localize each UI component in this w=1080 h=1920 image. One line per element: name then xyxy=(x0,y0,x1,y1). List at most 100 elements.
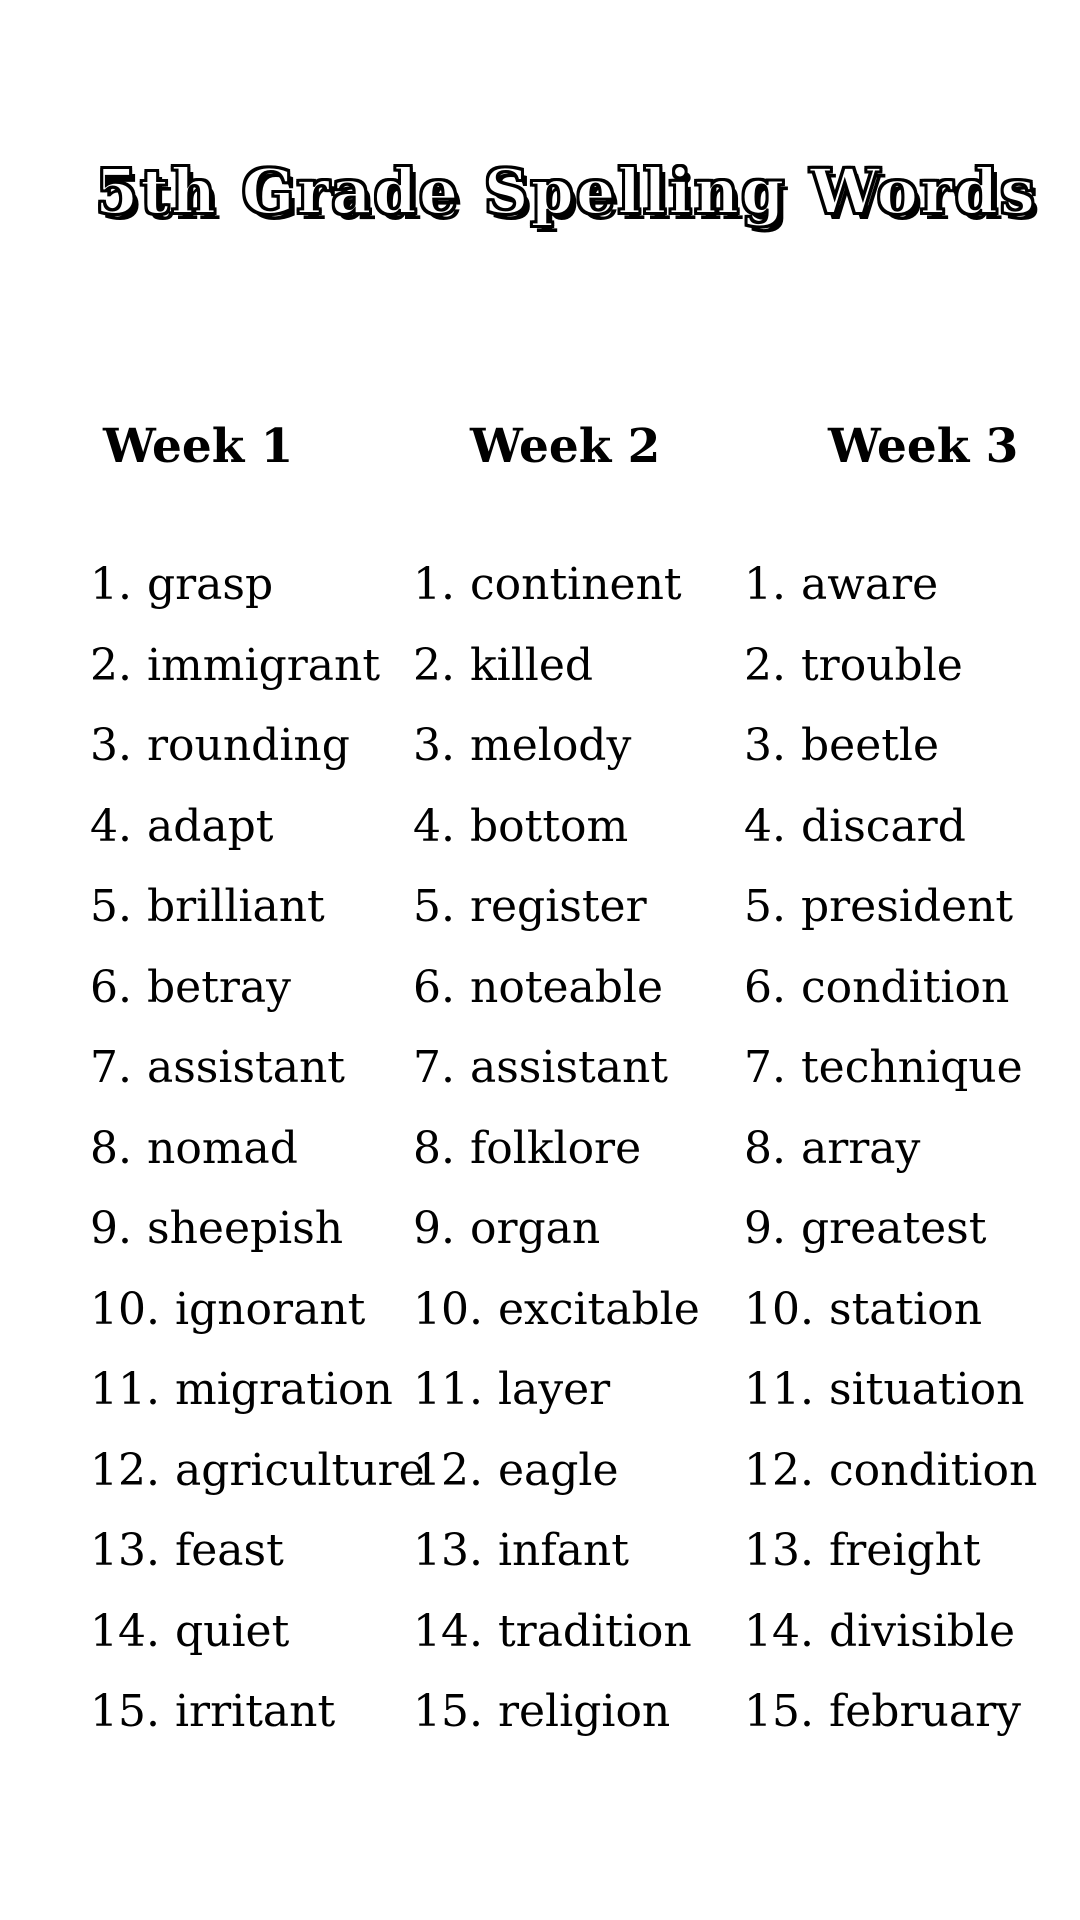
word-item: 1. continent xyxy=(413,545,700,626)
word-text: assistant xyxy=(146,1042,345,1093)
word-text: killed xyxy=(469,639,594,691)
word-item: 5. register xyxy=(413,867,700,948)
word-item: 5. brilliant xyxy=(90,867,425,948)
week-2-word-list: 1. continent 2. killed 3. melody 4. bottom 5. reg… xyxy=(413,545,700,1753)
word-item: 10. ignorant xyxy=(90,1270,425,1351)
word-item: 14. tradition xyxy=(413,1592,700,1673)
page-title: 5th Grade Spelling Words xyxy=(94,155,1037,228)
word-text: assistant xyxy=(469,1042,668,1093)
word-item: 3. melody xyxy=(413,706,700,787)
word-item: 11. migration xyxy=(90,1350,425,1431)
word-number: 6. xyxy=(413,961,455,1013)
word-item: 12. condition xyxy=(744,1431,1037,1512)
word-number: 11. xyxy=(744,1364,814,1415)
word-number: 9. xyxy=(90,1203,132,1254)
week-column-2: Week 2 1. continent 2. killed 3. melody 4. bott… xyxy=(413,420,700,1753)
word-number: 15. xyxy=(744,1686,814,1737)
word-number: 5. xyxy=(90,881,132,932)
word-item: 15. irritant xyxy=(90,1672,425,1753)
word-number: 10. xyxy=(413,1283,483,1335)
word-item: 7. assistant xyxy=(413,1028,700,1109)
word-number: 8. xyxy=(90,1122,132,1174)
word-number: 6. xyxy=(744,961,786,1013)
word-item: 11. layer xyxy=(413,1350,700,1431)
word-number: 4. xyxy=(413,800,455,852)
word-item: 6. noteable xyxy=(413,948,700,1029)
word-number: 6. xyxy=(90,961,132,1013)
word-item: 1. grasp xyxy=(90,545,425,626)
word-text: organ xyxy=(469,1203,601,1254)
word-text: february xyxy=(828,1686,1021,1737)
word-text: brilliant xyxy=(146,881,325,932)
week-column-3: Week 3 1. aware 2. trouble 3. beetle 4. discard… xyxy=(744,420,1037,1753)
word-item: 6. betray xyxy=(90,948,425,1029)
word-item: 13. feast xyxy=(90,1511,425,1592)
word-text: aware xyxy=(800,559,939,610)
word-item: 2. immigrant xyxy=(90,626,425,707)
word-number: 10. xyxy=(90,1283,160,1335)
word-text: irritant xyxy=(174,1686,336,1737)
word-text: agriculture xyxy=(174,1444,425,1496)
word-number: 1. xyxy=(413,559,455,610)
word-text: situation xyxy=(828,1364,1025,1415)
word-number: 14. xyxy=(413,1605,483,1657)
word-text: bottom xyxy=(469,800,629,852)
word-item: 6. condition xyxy=(744,948,1037,1029)
word-item: 9. organ xyxy=(413,1189,700,1270)
word-text: register xyxy=(469,881,647,932)
word-item: 15. february xyxy=(744,1672,1037,1753)
word-item: 11. situation xyxy=(744,1350,1037,1431)
word-text: feast xyxy=(174,1525,284,1576)
word-number: 13. xyxy=(744,1525,814,1576)
word-number: 4. xyxy=(90,800,132,852)
word-item: 14. divisible xyxy=(744,1592,1037,1673)
word-item: 4. discard xyxy=(744,787,1037,868)
word-number: 12. xyxy=(744,1444,814,1496)
word-number: 8. xyxy=(744,1122,786,1174)
word-item: 4. bottom xyxy=(413,787,700,868)
word-item: 7. technique xyxy=(744,1028,1037,1109)
word-number: 11. xyxy=(413,1364,483,1415)
word-number: 7. xyxy=(90,1042,132,1093)
word-text: excitable xyxy=(497,1283,700,1335)
word-item: 8. array xyxy=(744,1109,1037,1190)
word-text: folklore xyxy=(469,1122,642,1174)
word-number: 5. xyxy=(413,881,455,932)
word-item: 13. infant xyxy=(413,1511,700,1592)
word-item: 8. folklore xyxy=(413,1109,700,1190)
word-number: 12. xyxy=(413,1444,483,1496)
word-number: 8. xyxy=(413,1122,455,1174)
word-text: nomad xyxy=(146,1122,298,1174)
word-item: 3. beetle xyxy=(744,706,1037,787)
word-item: 5. president xyxy=(744,867,1037,948)
word-item: 10. station xyxy=(744,1270,1037,1351)
word-text: freight xyxy=(828,1525,981,1576)
word-text: infant xyxy=(497,1525,629,1576)
week-3-word-list: 1. aware 2. trouble 3. beetle 4. discard 5. presi… xyxy=(744,545,1037,1753)
word-text: array xyxy=(800,1122,921,1174)
word-number: 2. xyxy=(413,639,455,691)
word-number: 5. xyxy=(744,881,786,932)
word-item: 7. assistant xyxy=(90,1028,425,1109)
week-3-header: Week 3 xyxy=(828,419,1019,474)
word-text: noteable xyxy=(469,961,664,1013)
word-text: layer xyxy=(497,1364,611,1415)
word-number: 3. xyxy=(744,720,786,771)
word-text: betray xyxy=(146,961,291,1013)
word-number: 9. xyxy=(413,1203,455,1254)
word-number: 7. xyxy=(744,1042,786,1093)
word-text: continent xyxy=(469,559,682,610)
word-item: 4. adapt xyxy=(90,787,425,868)
word-item: 14. quiet xyxy=(90,1592,425,1673)
word-number: 4. xyxy=(744,800,786,852)
word-text: migration xyxy=(174,1364,393,1415)
word-text: technique xyxy=(800,1042,1023,1093)
word-item: 2. trouble xyxy=(744,626,1037,707)
word-item: 13. freight xyxy=(744,1511,1037,1592)
word-number: 3. xyxy=(413,720,455,771)
word-text: president xyxy=(800,881,1014,932)
word-text: quiet xyxy=(174,1605,290,1657)
word-number: 3. xyxy=(90,720,132,771)
word-number: 11. xyxy=(90,1364,160,1415)
